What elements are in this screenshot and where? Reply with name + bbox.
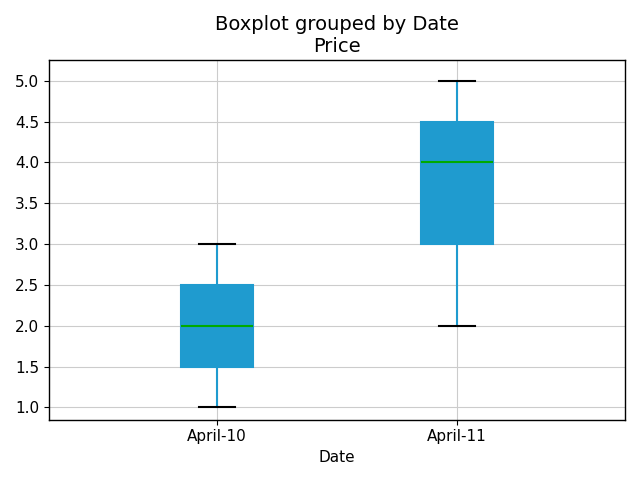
PathPatch shape — [421, 121, 493, 244]
PathPatch shape — [181, 285, 253, 367]
Title: Boxplot grouped by Date
Price: Boxplot grouped by Date Price — [215, 15, 459, 56]
X-axis label: Date: Date — [319, 450, 355, 465]
